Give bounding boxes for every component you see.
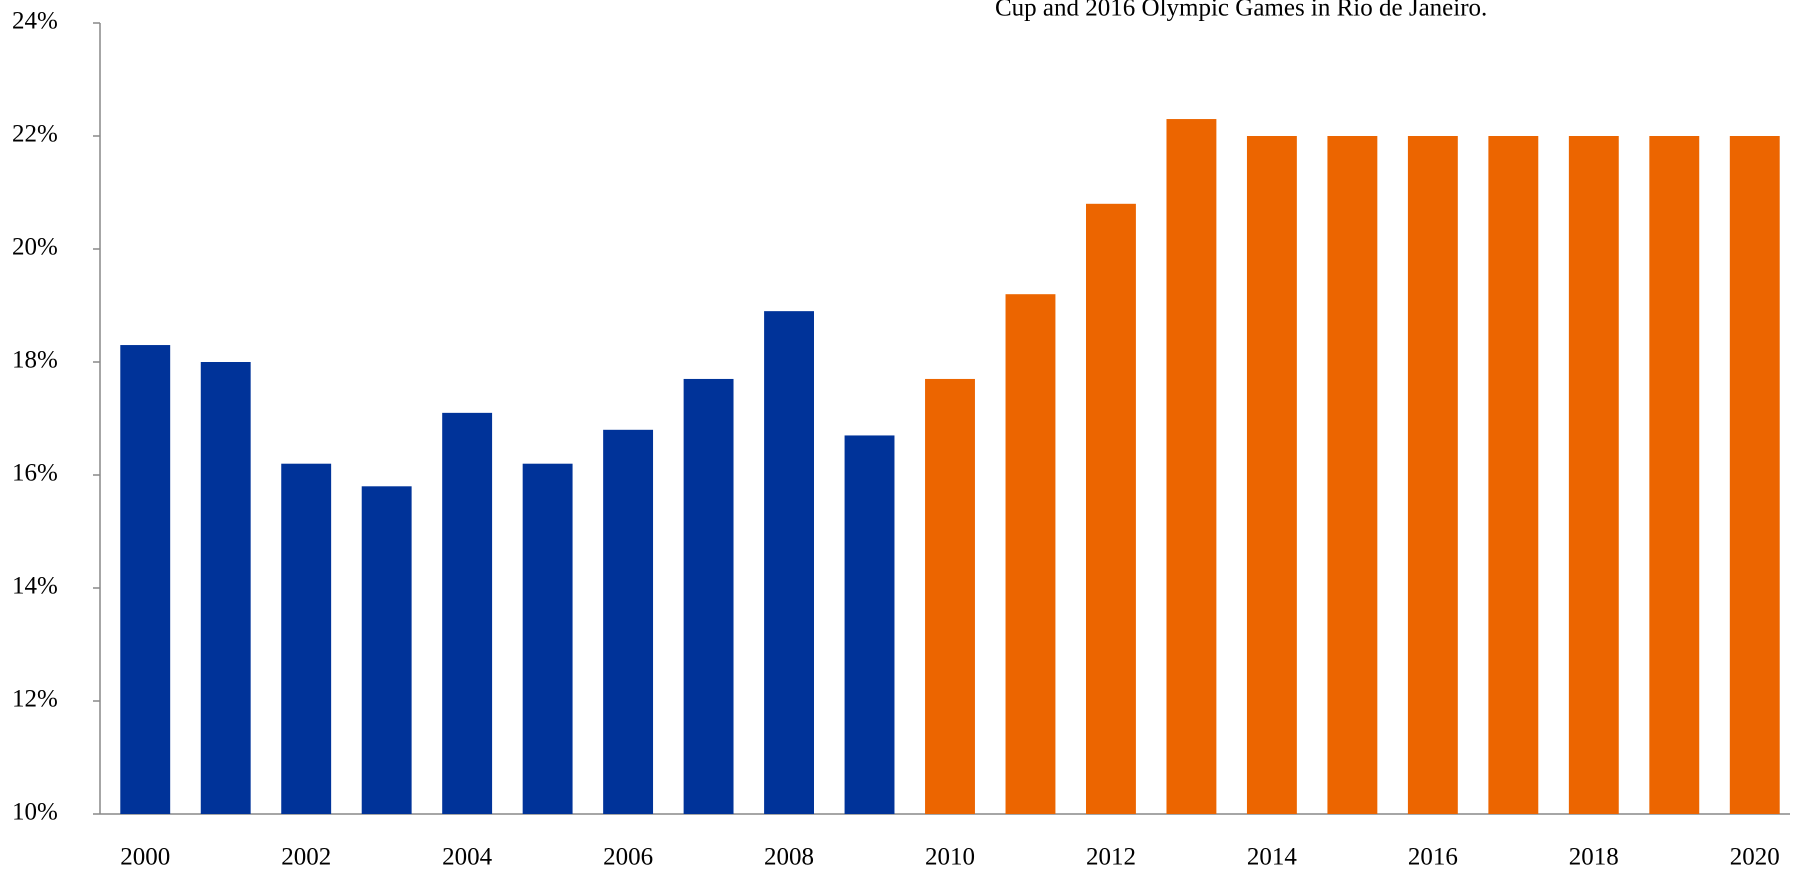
- y-tick-label: 10%: [12, 799, 58, 826]
- bar: [1246, 136, 1297, 814]
- x-tick-label: 2006: [603, 844, 653, 869]
- x-tick-label: 2000: [120, 844, 170, 869]
- bar: [683, 378, 734, 814]
- bar: [925, 378, 975, 814]
- bar: [1407, 136, 1458, 814]
- x-tick-label: 2004: [442, 844, 493, 869]
- bar: [1166, 119, 1217, 815]
- x-tick-label: 2014: [1247, 844, 1298, 869]
- x-tick-label: 2010: [925, 844, 975, 869]
- x-tick-label: 2012: [1086, 844, 1136, 869]
- y-tick-label: 22%: [12, 121, 58, 148]
- x-tick-label: 2002: [281, 844, 331, 869]
- bar: [281, 463, 332, 814]
- bar: [1729, 136, 1780, 814]
- x-tick-label: 2020: [1730, 844, 1780, 869]
- bar: [1086, 203, 1136, 815]
- bar: [120, 345, 171, 814]
- x-tick-label: 2018: [1569, 844, 1619, 869]
- y-tick-label: 16%: [12, 460, 58, 487]
- bar: [844, 435, 895, 814]
- bar: [1488, 136, 1539, 814]
- y-tick-label: 24%: [12, 8, 58, 35]
- bar: [200, 362, 251, 814]
- x-tick-label: 2016: [1408, 844, 1458, 869]
- x-tick-label: 2008: [764, 844, 814, 869]
- y-tick-label: 14%: [12, 573, 58, 600]
- bar: [603, 429, 654, 814]
- y-tick-label: 18%: [12, 347, 58, 374]
- bar: [764, 311, 814, 814]
- bar: [1649, 136, 1700, 814]
- bar: [1005, 294, 1056, 814]
- bar: [522, 463, 573, 814]
- bar: [361, 486, 412, 814]
- y-tick-label: 12%: [12, 686, 58, 713]
- bar: [442, 412, 493, 814]
- bar: [1327, 136, 1378, 814]
- y-tick-label: 20%: [12, 234, 58, 261]
- annotation: Cup and 2016 Olympic Games in Rio de Jan…: [995, 0, 1487, 22]
- bar: [1568, 136, 1619, 814]
